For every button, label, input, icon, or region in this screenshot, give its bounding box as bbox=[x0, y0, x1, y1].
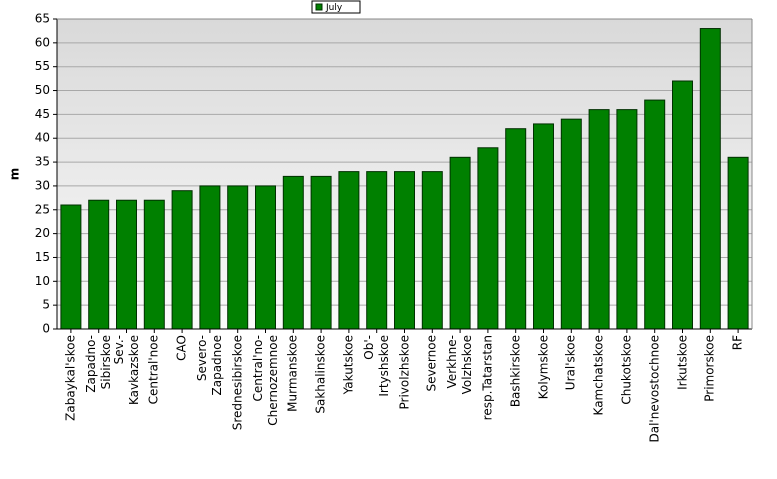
bar bbox=[421, 171, 443, 330]
x-tick-label: Kolymskoe bbox=[536, 335, 550, 400]
x-tick-label: Yakutskoe bbox=[341, 335, 356, 395]
y-tick-label: 10 bbox=[35, 274, 50, 288]
y-tick-label: 25 bbox=[35, 202, 50, 216]
x-tick-label: Kamchatskoe bbox=[591, 335, 606, 416]
y-tick-label: 50 bbox=[35, 83, 50, 97]
x-tick-label: Chukotskoe bbox=[619, 335, 634, 405]
bar bbox=[116, 199, 137, 330]
legend-swatch bbox=[315, 3, 323, 11]
x-tick-label: Verkhne- Volzhskoe bbox=[445, 335, 475, 395]
bar bbox=[60, 204, 82, 330]
x-tick-label: Bashkirskoe bbox=[508, 335, 523, 408]
bar bbox=[672, 80, 693, 330]
y-tick-label: 40 bbox=[35, 131, 50, 145]
x-tick-label: Severo- Zapadnoe bbox=[194, 335, 224, 396]
y-tick-label: 0 bbox=[42, 322, 50, 336]
bar bbox=[366, 171, 388, 330]
y-tick-label: 35 bbox=[35, 155, 50, 169]
bar bbox=[171, 190, 193, 330]
bar bbox=[644, 99, 666, 330]
bar bbox=[255, 185, 276, 330]
bar bbox=[533, 123, 554, 330]
bar bbox=[616, 109, 638, 330]
bar bbox=[727, 156, 749, 330]
y-tick-label: 45 bbox=[35, 107, 50, 121]
x-tick-label: Dal'nevostochnoe bbox=[647, 335, 662, 443]
bar bbox=[449, 156, 471, 330]
x-tick-label: Zapadno- Sibirskoe bbox=[83, 335, 113, 393]
bar bbox=[505, 128, 527, 330]
bar bbox=[88, 199, 110, 330]
x-tick-label: Ob'- Irtyshskoe bbox=[361, 335, 391, 397]
y-tick-label: 30 bbox=[35, 178, 50, 192]
x-tick-label: Privolzhskoe bbox=[397, 335, 411, 410]
x-tick-label: Sev.- Kavkazskoe bbox=[111, 335, 141, 406]
y-tick-label: 5 bbox=[42, 298, 50, 312]
y-tick-label: 55 bbox=[35, 59, 50, 73]
y-tick-label: 60 bbox=[35, 35, 50, 49]
x-tick-label: Irkutskoe bbox=[675, 335, 689, 390]
bar bbox=[227, 185, 249, 330]
y-tick-label: 65 bbox=[35, 12, 50, 26]
x-tick-label: Primorskoe bbox=[702, 335, 717, 402]
bar bbox=[199, 185, 221, 330]
bar bbox=[143, 199, 165, 330]
y-tick-label: 15 bbox=[35, 250, 50, 264]
x-tick-label: Central'noe bbox=[146, 335, 161, 405]
y-axis-label: m bbox=[8, 168, 22, 181]
x-tick-label: Central'no- Chernozemnoe bbox=[250, 335, 280, 426]
x-tick-label: Srednesibirskoe bbox=[230, 335, 245, 431]
y-tick-label: 20 bbox=[35, 226, 50, 240]
x-tick-label: Severnoe bbox=[424, 335, 439, 392]
legend-label: July bbox=[325, 3, 343, 13]
bar bbox=[282, 175, 304, 330]
x-tick-label: Ural'skoe bbox=[563, 335, 578, 391]
bar bbox=[394, 171, 415, 330]
x-tick-label: Murmanskoe bbox=[285, 335, 300, 412]
bar bbox=[477, 147, 499, 330]
x-tick-label: resp.Tatarstan bbox=[480, 335, 495, 421]
bar bbox=[588, 109, 610, 330]
x-tick-label: Zabaykal'skoe bbox=[63, 335, 78, 421]
bar bbox=[560, 118, 582, 330]
bar bbox=[338, 171, 360, 330]
x-tick-label: CAO bbox=[174, 335, 189, 361]
x-tick-label: Sakhalinskoe bbox=[313, 335, 328, 414]
x-tick-label: RF bbox=[730, 335, 745, 351]
bar bbox=[310, 175, 332, 330]
bar bbox=[699, 28, 721, 330]
legend-box bbox=[311, 0, 361, 14]
